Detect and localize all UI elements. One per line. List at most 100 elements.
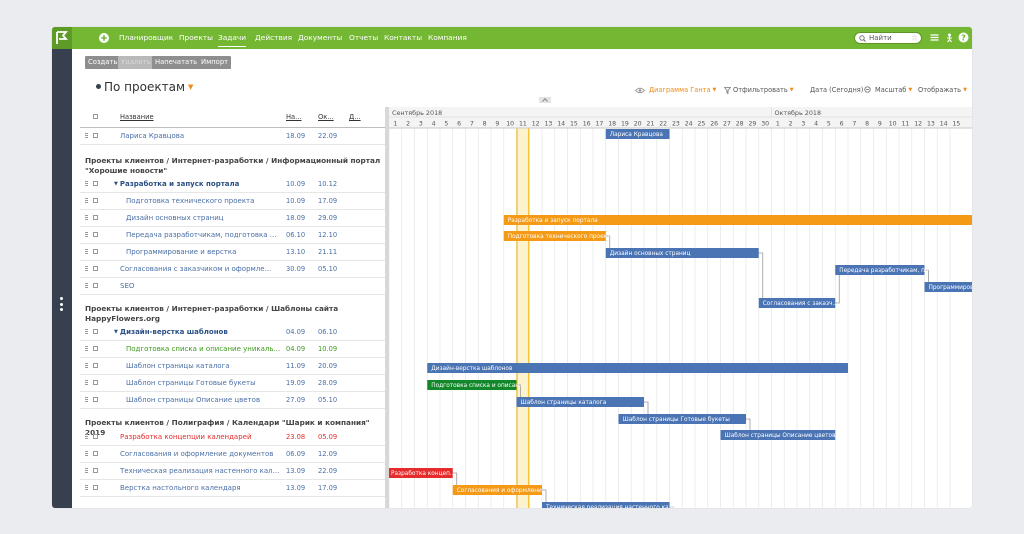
row-checkbox[interactable] [93,434,98,439]
user-icon[interactable] [944,32,955,43]
task-row[interactable]: Программирование и верстка 13.10 21.11 [80,244,385,261]
nav-contacts[interactable]: Контакты [384,33,423,42]
row-checkbox[interactable] [93,485,98,490]
row-checkbox[interactable] [93,363,98,368]
scale-dropdown[interactable]: Масштаб ▼ [875,86,913,94]
task-name[interactable]: Лариса Кравцова [120,132,185,140]
nav-reports[interactable]: Отчеты [349,33,379,42]
pane-splitter[interactable] [385,107,389,508]
date-today-button[interactable]: Дата (Сегодня) [810,86,864,94]
task-name[interactable]: Разработка концепции календарей [120,433,252,441]
task-row[interactable]: Шаблон страницы Готовые букеты 19.09 28.… [80,375,385,392]
nav-actions[interactable]: Действия [255,33,293,42]
filter-dropdown[interactable]: Отфильтровать ▼ [733,86,794,94]
nav-documents[interactable]: Документы [298,33,343,42]
task-name[interactable]: Дизайн основных страниц [126,214,224,222]
page-title[interactable]: По проектам ▼ [96,80,193,94]
search-input[interactable]: Найти ☆ [854,32,922,44]
task-row[interactable]: Подготовка технического проекта 10.09 17… [80,193,385,210]
task-row[interactable]: ▼ Дизайн-верстка шаблонов 04.09 06.10 [80,324,385,341]
expand-triangle-icon[interactable]: ▼ [114,181,118,187]
drag-handle-icon[interactable] [85,181,89,188]
task-name[interactable]: Шаблон страницы Готовые букеты [126,379,256,387]
task-row[interactable]: Согласования и оформление документов 06.… [80,446,385,463]
row-checkbox[interactable] [93,133,98,138]
nav-tasks[interactable]: Задачи [218,33,247,47]
display-dropdown[interactable]: Отображать ▼ [918,86,967,94]
row-checkbox[interactable] [93,397,98,402]
drag-handle-icon[interactable] [85,232,89,239]
row-checkbox[interactable] [93,232,98,237]
expand-triangle-icon[interactable]: ▼ [114,329,118,335]
drag-handle-icon[interactable] [85,249,89,256]
task-row[interactable]: Разработка концепции календарей 23.08 05… [80,429,385,446]
row-checkbox[interactable] [93,283,98,288]
create-button[interactable]: Создать [85,56,121,69]
task-row[interactable]: SEO [80,278,385,295]
task-name[interactable]: Подготовка списка и описание уникаль... [126,345,281,353]
task-name[interactable]: Шаблон страницы каталога [126,362,230,370]
print-button[interactable]: Напечатать [152,56,201,69]
drag-handle-icon[interactable] [85,283,89,290]
task-name[interactable]: Согласования с заказчиком и оформле... [120,265,272,273]
task-name[interactable]: ▼ Разработка и запуск портала [114,180,240,188]
task-name[interactable]: ▼ Дизайн-верстка шаблонов [114,328,228,336]
quick-add-button[interactable] [99,33,109,43]
task-row[interactable]: Согласования с заказчиком и оформле... 3… [80,261,385,278]
task-row[interactable]: Дизайн основных страниц 18.09 29.09 [80,210,385,227]
task-name[interactable]: Техническая реализация настенного кал... [120,467,280,475]
drag-handle-icon[interactable] [85,397,89,404]
more-vertical-icon[interactable] [60,297,64,313]
drag-handle-icon[interactable] [85,266,89,273]
delete-button[interactable]: Удалить [118,56,154,69]
row-checkbox[interactable] [93,346,98,351]
nav-planner[interactable]: Планировщик [119,33,174,42]
task-name[interactable]: Передача разработчикам, подготовка ... [126,231,277,239]
star-icon[interactable]: ☆ [910,33,918,42]
task-row[interactable]: Лариса Кравцова 18.09 22.09 [80,128,385,145]
drag-handle-icon[interactable] [85,485,89,492]
task-name[interactable]: Программирование и верстка [126,248,237,256]
drag-handle-icon[interactable] [85,346,89,353]
column-name[interactable]: Название [120,113,154,121]
drag-handle-icon[interactable] [85,380,89,387]
app-logo[interactable] [52,27,72,49]
task-row[interactable]: Верстка настольного календаря 13.09 17.0… [80,480,385,497]
task-name[interactable]: Шаблон страницы Описание цветов [126,396,261,404]
drag-handle-icon[interactable] [85,329,89,336]
row-checkbox[interactable] [93,468,98,473]
column-duration[interactable]: Д... [349,113,361,121]
row-checkbox[interactable] [93,451,98,456]
task-row[interactable]: Подготовка списка и описание уникаль... … [80,341,385,358]
drag-handle-icon[interactable] [85,133,89,140]
row-checkbox[interactable] [93,249,98,254]
task-row[interactable]: Техническая реализация настенного кал...… [80,463,385,480]
menu-icon[interactable] [929,32,940,43]
task-name[interactable]: Верстка настольного календаря [120,484,241,492]
drag-handle-icon[interactable] [85,215,89,222]
nav-projects[interactable]: Проекты [179,33,213,42]
help-icon[interactable]: ? [958,32,969,43]
import-button[interactable]: Импорт [198,56,232,69]
drag-handle-icon[interactable] [85,198,89,205]
row-checkbox[interactable] [93,380,98,385]
task-row[interactable]: Шаблон страницы Описание цветов 27.09 05… [80,392,385,409]
column-end[interactable]: Ок... [318,113,334,121]
task-name[interactable]: Подготовка технического проекта [126,197,255,205]
nav-company[interactable]: Компания [428,33,467,42]
collapse-toggle[interactable] [539,97,551,103]
row-checkbox[interactable] [93,181,98,186]
task-row[interactable]: Шаблон страницы каталога 11.09 20.09 [80,358,385,375]
task-name[interactable]: SEO [120,282,135,290]
drag-handle-icon[interactable] [85,363,89,370]
gantt-chart[interactable]: 1 2 3 4 5 6 7 8 9 10 11 12 13 14 15 16 17 18 19 20 21 22 23 24 2… [389,107,972,508]
task-row[interactable]: ▼ Разработка и запуск портала 10.09 10.12 [80,176,385,193]
select-all-checkbox[interactable] [93,114,98,119]
row-checkbox[interactable] [93,215,98,220]
drag-handle-icon[interactable] [85,434,89,441]
drag-handle-icon[interactable] [85,451,89,458]
row-checkbox[interactable] [93,329,98,334]
column-start[interactable]: На... [286,113,302,121]
task-row[interactable]: Передача разработчикам, подготовка ... 0… [80,227,385,244]
gantt-view-dropdown[interactable]: Диаграмма Ганта ▼ [649,86,717,94]
